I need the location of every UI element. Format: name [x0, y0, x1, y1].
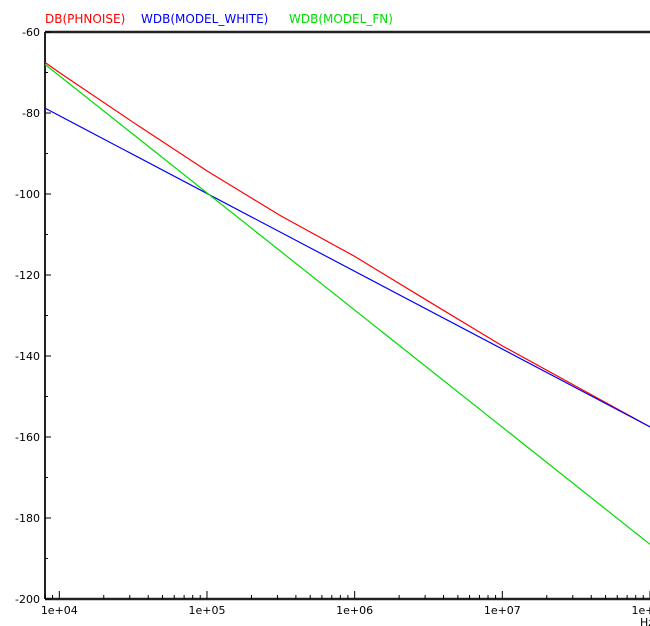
x-tick-label: 1e+08 [632, 604, 650, 617]
x-tick-label: 1e+07 [484, 604, 521, 617]
x-tick-label: 1e+05 [188, 604, 225, 617]
x-axis-unit-label: Hz [640, 616, 650, 626]
y-tick-label: -160 [15, 431, 40, 444]
y-tick-label: -60 [22, 26, 40, 39]
x-axis: 1e+04 1e+05 1e+06 1e+07 1e+08 [41, 591, 650, 617]
x-tick-label: 1e+04 [41, 604, 78, 617]
legend-entry-model-fn: WDB(MODEL_FN) [289, 12, 393, 26]
series-line-wdb-model-fn [44, 63, 650, 545]
series-layer [44, 61, 650, 545]
x-tick-label: 1e+06 [336, 604, 373, 617]
y-tick-label: -80 [22, 107, 40, 120]
y-tick-label: -100 [15, 188, 40, 201]
y-tick-label: -120 [15, 269, 40, 282]
plot-frame [44, 30, 650, 601]
series-line-wdb-model-white [44, 107, 650, 428]
legend-entry-model-white: WDB(MODEL_WHITE) [141, 12, 268, 26]
y-tick-label: -180 [15, 512, 40, 525]
y-axis: -60 -80 -100 -120 -140 -160 -180 -200 [15, 26, 51, 606]
legend-entry-phnoise: DB(PHNOISE) [45, 12, 125, 26]
y-tick-label: -140 [15, 350, 40, 363]
legend: DB(PHNOISE) WDB(MODEL_WHITE) WDB(MODEL_F… [45, 12, 393, 26]
y-tick-label: -200 [15, 593, 40, 606]
series-line-db-phnoise [44, 61, 650, 428]
